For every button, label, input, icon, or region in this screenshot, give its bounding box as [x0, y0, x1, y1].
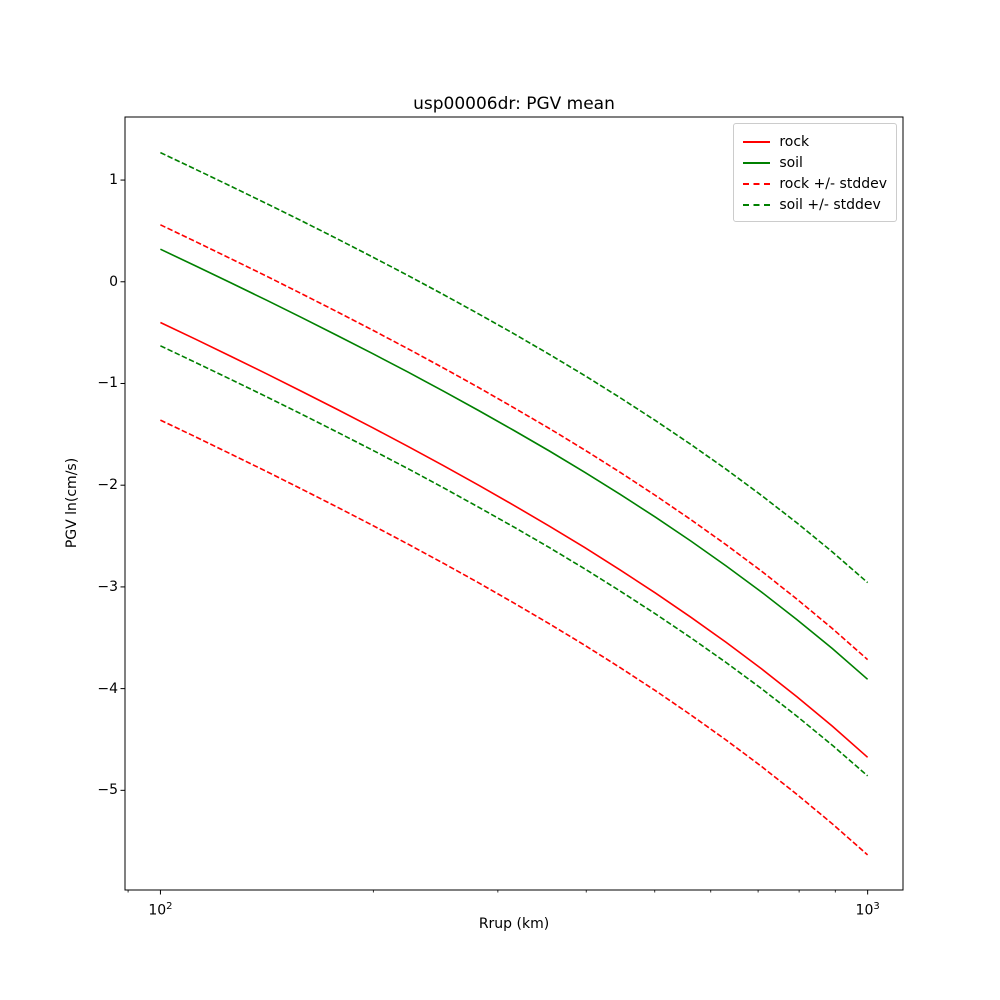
- x-tick-label: 102: [148, 901, 173, 919]
- legend-line-sample: [743, 182, 771, 185]
- legend-line-sample: [743, 140, 771, 143]
- legend: rock soil rock +/- stddev soil +/- stddev: [733, 123, 897, 222]
- chart-title: usp00006dr: PGV mean: [413, 94, 615, 114]
- y-tick-label: 0: [109, 273, 118, 290]
- series-line-rock: [160, 321, 869, 758]
- series-line-soil-stddev: [160, 151, 869, 584]
- y-tick-label: −1: [97, 375, 118, 392]
- legend-entry: soil +/- stddev: [743, 194, 887, 215]
- y-tick-label: −5: [97, 782, 118, 799]
- y-tick-label: −4: [97, 680, 118, 697]
- y-tick-label: 1: [109, 172, 118, 189]
- legend-label: rock: [779, 133, 810, 150]
- series-line-rock-stddev: [160, 419, 869, 856]
- series-line-rock-stddev: [160, 224, 869, 661]
- legend-line-sample: [743, 161, 771, 164]
- legend-entry: soil: [743, 152, 887, 173]
- legend-label: soil +/- stddev: [779, 196, 881, 213]
- legend-entry: rock +/- stddev: [743, 173, 887, 194]
- x-axis-label: Rrup (km): [478, 916, 550, 932]
- legend-label: soil: [779, 154, 803, 171]
- series-line-soil: [160, 248, 869, 680]
- legend-entry: rock: [743, 131, 887, 152]
- legend-label: rock +/- stddev: [779, 175, 887, 192]
- y-tick-label: −3: [97, 578, 118, 595]
- series-line-soil-stddev: [160, 345, 869, 777]
- legend-line-sample: [743, 203, 771, 206]
- axes-frame: [124, 116, 904, 891]
- y-axis-label: PGV ln(cm/s): [64, 457, 80, 549]
- y-tick-label: −2: [97, 477, 118, 494]
- x-tick-label: 103: [855, 901, 880, 919]
